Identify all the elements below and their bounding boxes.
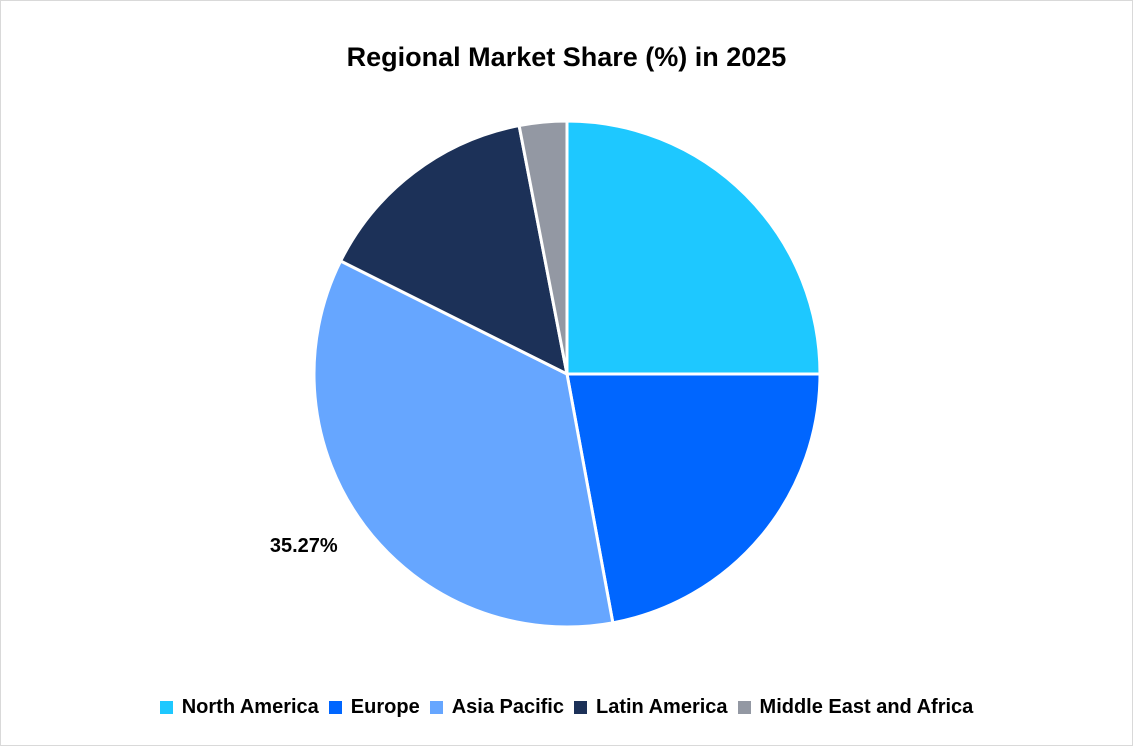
legend-item-europe[interactable]: Europe xyxy=(328,696,420,719)
pie-slices xyxy=(312,119,822,629)
legend-label: North America xyxy=(181,696,319,718)
chart-title: Regional Market Share (%) in 2025 xyxy=(346,42,787,72)
chart-legend: North America Europe Asia Pacific Latin Ame… xyxy=(0,696,1133,719)
pie-slice-middle-east-and-africa[interactable] xyxy=(517,119,569,376)
pie-slice-latin-america[interactable] xyxy=(339,124,569,376)
legend-swatch-icon xyxy=(328,701,342,714)
legend-swatch-icon xyxy=(159,701,173,714)
legend-item-latin-america[interactable]: Latin America xyxy=(574,696,728,719)
legend-swatch-icon xyxy=(737,701,751,714)
legend-item-middle-east-and-africa[interactable]: Middle East and Africa xyxy=(737,696,974,719)
pie-slice-europe[interactable] xyxy=(565,372,822,625)
legend-label: Middle East and Africa xyxy=(759,696,974,718)
legend-swatch-icon xyxy=(574,701,587,714)
pie-data-labels: 35.27% xyxy=(270,535,338,557)
pie-slice-north-america[interactable] xyxy=(565,119,822,376)
data-label-asia-pacific: 35.27% xyxy=(270,535,338,557)
legend-label: Latin America xyxy=(596,696,728,718)
legend-item-north-america[interactable]: North America xyxy=(159,696,319,719)
legend-swatch-icon xyxy=(429,701,443,714)
legend-label: Europe xyxy=(350,696,420,718)
pie-slice-asia-pacific[interactable] xyxy=(312,259,615,629)
legend-item-asia-pacific[interactable]: Asia Pacific xyxy=(429,696,564,719)
legend-label: Asia Pacific xyxy=(451,696,564,718)
